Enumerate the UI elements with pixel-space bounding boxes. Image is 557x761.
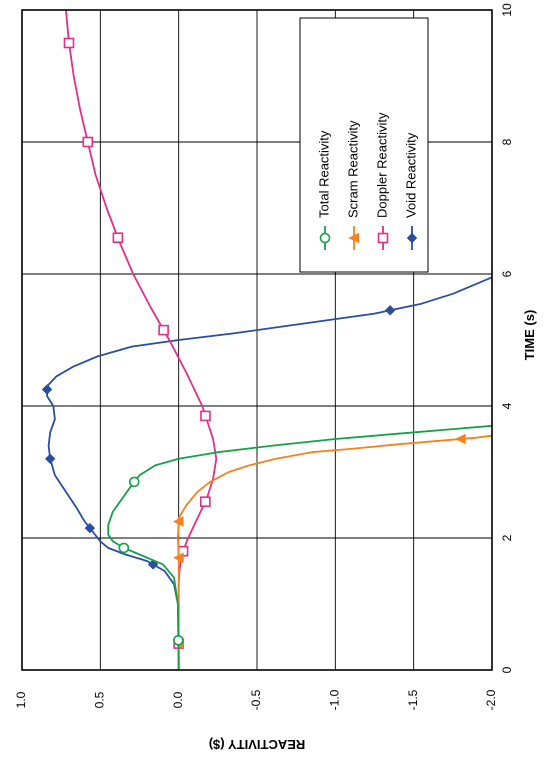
y-tick-label: -0.5 (249, 689, 263, 710)
series-scram-point (173, 552, 184, 564)
x-tick-label: 2 (500, 534, 514, 541)
legend-label: Doppler Reactivity (374, 112, 389, 218)
series-doppler-point (158, 324, 169, 336)
legend-swatch-marker (377, 232, 389, 244)
gridlines (21, 9, 493, 671)
y-tick-label: -1.0 (328, 689, 342, 710)
series-group (41, 10, 492, 670)
legend-entry-scram: Scram Reactivity (345, 120, 360, 250)
y-tick-label: 0.5 (93, 691, 107, 708)
legend-box (299, 17, 429, 273)
legend-label: Void Reactivity (403, 132, 418, 218)
series-scram-point (455, 433, 466, 445)
legend-entry-void: Void Reactivity (403, 132, 418, 250)
series-doppler-line (65, 10, 218, 670)
x-axis-title: TIME (s) (522, 310, 537, 361)
y-axis-title: REACTIVITY ($) (209, 737, 306, 752)
series-doppler-point (200, 410, 211, 422)
series-void-point (44, 453, 56, 465)
x-tick-label: 4 (500, 402, 514, 409)
series-doppler-point (200, 496, 211, 508)
series-doppler-point (63, 37, 75, 49)
legend-swatch-marker (406, 232, 418, 244)
series-void-line (46, 276, 492, 670)
series-void-point (384, 305, 396, 316)
x-tick-label: 10 (500, 3, 514, 17)
legend-swatch-marker (319, 232, 331, 244)
x-tick-label: 0 (500, 666, 514, 673)
series-total-line (107, 424, 492, 670)
y-tick-label: 1.0 (14, 691, 28, 708)
series-doppler-point (112, 232, 124, 243)
legend-label: Scram Reactivity (345, 120, 360, 218)
legend: Void Reactivity Doppler Reactivity Scram R… (299, 17, 429, 273)
series-scram-line (177, 434, 492, 670)
series-total-point (118, 542, 130, 554)
series-total (107, 424, 492, 670)
y-tick-label: 0.0 (171, 691, 185, 708)
legend-entry-total: Total Reactivity (316, 130, 331, 250)
plot-border (21, 9, 493, 671)
legend-label: Total Reactivity (316, 130, 331, 218)
series-total-point (173, 634, 184, 646)
series-doppler (63, 10, 218, 670)
series-total-point (128, 476, 140, 488)
tick-labels: 0 2 4 6 8 10 1.0 0.5 0.0 -0.5 -1.0 -1.5 -2.0 (14, 3, 514, 710)
series-void-point (84, 522, 96, 534)
series-void-point (147, 559, 159, 570)
series-scram-point (172, 516, 184, 527)
series-void-point (41, 384, 53, 395)
series-doppler-point (82, 136, 94, 148)
legend-entry-doppler: Doppler Reactivity (374, 112, 389, 250)
y-tick-label: -1.5 (406, 689, 420, 710)
x-tick-label: 8 (500, 138, 514, 145)
legend-swatch-marker (348, 232, 359, 244)
y-tick-label: -2.0 (484, 689, 498, 710)
x-tick-label: 6 (500, 270, 514, 277)
